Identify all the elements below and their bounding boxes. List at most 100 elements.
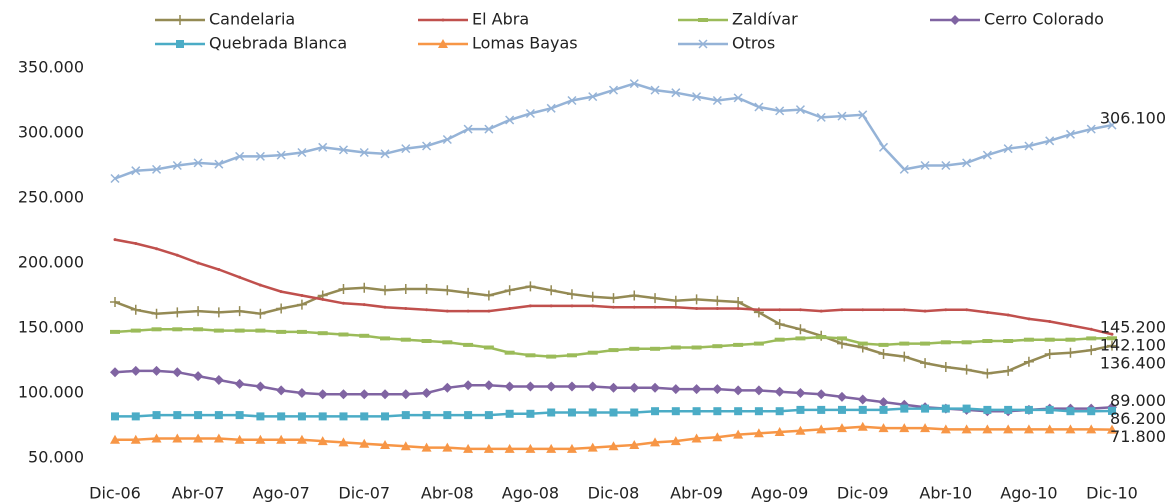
marker [819,309,823,313]
marker [466,309,470,313]
marker [381,412,390,421]
marker [442,442,453,452]
marker [1003,339,1014,343]
marker [297,147,307,158]
marker [483,345,494,350]
marker [816,389,827,400]
marker [338,145,349,155]
marker [277,412,286,421]
marker [296,329,307,334]
marker [421,388,432,398]
marker [1003,144,1013,154]
marker [442,340,453,345]
marker [238,275,242,279]
marker [546,381,557,392]
marker [921,404,930,413]
marker [234,434,245,444]
marker [296,388,307,398]
marker [483,380,494,391]
marker [650,437,661,447]
marker [341,301,345,305]
marker [736,307,740,310]
marker [587,350,598,355]
marker [296,434,307,444]
marker [691,345,702,350]
marker [837,405,846,414]
marker [421,284,432,294]
x-tick-label: Ago-10 [1000,484,1057,503]
marker [380,149,390,159]
marker [754,407,763,416]
marker [567,95,577,106]
marker [193,306,204,317]
marker [609,408,618,417]
marker [671,88,681,98]
marker [1044,337,1055,342]
marker [193,371,204,382]
marker [549,304,553,308]
marker [1068,323,1072,327]
marker [1107,340,1117,351]
marker [380,389,391,400]
x-tick-label: Ago-09 [751,484,808,503]
marker [360,412,369,421]
marker [131,166,141,176]
x-tick-label: Dic-09 [837,484,889,503]
legend-label: Cerro Colorado [984,10,1104,29]
marker [795,105,805,115]
marker [404,307,408,310]
marker [194,411,203,420]
marker [504,381,515,392]
marker [338,332,349,337]
marker [525,353,536,358]
marker [484,411,493,420]
marker [359,147,369,158]
y-tick-label: 250.000 [18,188,84,207]
marker [670,384,681,395]
marker [1107,120,1117,130]
marker [899,164,909,174]
legend-marker [175,15,185,25]
marker [130,365,141,376]
legend-marker [176,40,184,48]
marker [733,297,744,307]
marker [757,308,761,312]
marker [525,281,536,292]
marker [1087,407,1096,416]
marker [878,142,889,152]
marker [920,358,931,369]
data-label: 142.100 [1100,336,1166,355]
marker [650,293,661,304]
marker [196,261,200,265]
marker [296,299,307,310]
marker [505,115,515,125]
marker [484,124,494,134]
marker [1044,349,1055,359]
marker [1089,327,1093,331]
marker [526,409,535,418]
marker [798,308,802,312]
marker [940,424,951,434]
marker [899,351,910,362]
marker [318,142,328,152]
marker [173,411,182,420]
marker [944,308,948,312]
marker [546,354,557,359]
marker [734,407,743,416]
marker [442,134,452,145]
marker [546,285,557,296]
marker [570,304,574,308]
marker [487,309,491,313]
marker [234,328,245,333]
marker [464,411,473,420]
marker [691,384,702,395]
marker [1107,336,1117,341]
marker [816,112,826,122]
marker [445,309,449,313]
marker [317,436,328,446]
data-label: 89.000 [1110,391,1166,410]
x-tick-label: Ago-08 [502,484,559,503]
marker [1086,345,1097,356]
marker [837,111,847,121]
marker [339,412,348,421]
